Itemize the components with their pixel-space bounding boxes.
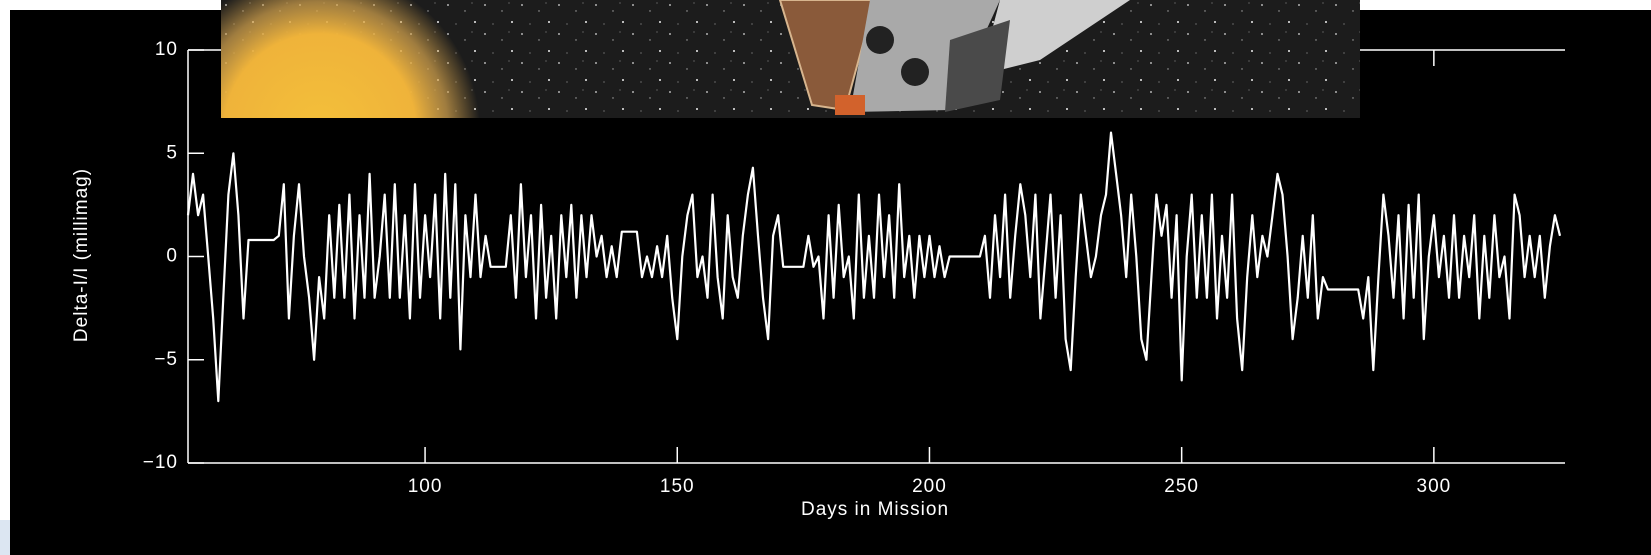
y-tick-label: 10 [155, 39, 178, 60]
sun [221, 0, 480, 118]
y-tick-label: 5 [166, 142, 178, 163]
x-tick-label: 250 [1164, 476, 1199, 497]
x-axis-label: Days in Mission [801, 499, 949, 520]
x-tick-label: 150 [660, 476, 695, 497]
x-tick-label: 300 [1417, 476, 1452, 497]
banner-image [221, 0, 1360, 118]
y-tick-label: 0 [166, 246, 178, 267]
corner [0, 520, 10, 555]
data-line [186, 131, 1562, 403]
x-tick-label: 100 [408, 476, 443, 497]
spacecraft [778, 0, 1130, 115]
x-tick-label: 200 [912, 476, 947, 497]
y-tick-label: −5 [154, 349, 178, 370]
y-tick-label: −10 [143, 452, 178, 473]
y-axis-label: Delta-I/I (millimag) [71, 168, 92, 342]
